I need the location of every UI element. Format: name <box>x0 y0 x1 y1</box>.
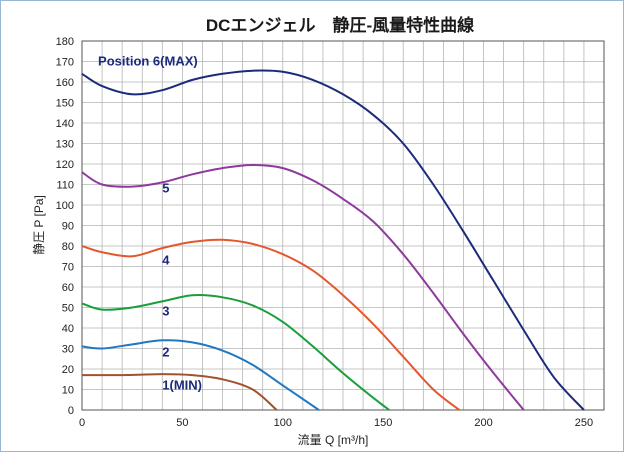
plot-area-border <box>81 40 605 411</box>
y-tick-label: 100 <box>56 200 74 212</box>
series-label-1: Position 6(MAX) <box>98 54 198 69</box>
y-tick-label: 160 <box>56 77 74 89</box>
series-line-6 <box>81 69 585 411</box>
y-tick-label: 120 <box>56 159 74 171</box>
x-axis-ticks: 0 50 100 150 200 250 <box>79 417 593 429</box>
x-tick-label: 250 <box>575 417 593 429</box>
y-tick-label: 80 <box>62 241 74 253</box>
chart-title: DCエンジェル 静圧-風量特性曲線 <box>206 15 474 35</box>
y-tick-label: 70 <box>62 262 74 274</box>
y-tick-label: 0 <box>68 405 74 417</box>
series-line-2 <box>81 339 320 411</box>
series-label-4: 3 <box>162 304 169 319</box>
y-axis-label: 静圧 P [Pa] <box>32 195 46 255</box>
y-tick-label: 130 <box>56 139 74 151</box>
x-axis-label: 流量 Q [m³/h] <box>298 433 369 447</box>
y-tick-label: 60 <box>62 282 74 294</box>
plot-border <box>81 40 605 411</box>
y-tick-label: 40 <box>62 323 74 335</box>
x-tick-label: 50 <box>176 417 188 429</box>
y-tick-label: 180 <box>56 36 74 48</box>
y-tick-label: 90 <box>62 221 74 233</box>
y-tick-label: 170 <box>56 57 74 69</box>
series-label-3: 4 <box>162 252 170 267</box>
series-line-1 <box>81 373 278 411</box>
y-tick-label: 50 <box>62 303 74 315</box>
y-tick-label: 20 <box>62 364 74 376</box>
series-lines <box>81 69 585 411</box>
grid <box>81 40 605 411</box>
y-tick-label: 30 <box>62 344 74 356</box>
series-label-2: 5 <box>162 181 169 196</box>
series-label-5: 2 <box>162 345 169 360</box>
x-tick-label: 0 <box>79 417 85 429</box>
series-label-6: 1(MIN) <box>162 378 202 393</box>
y-tick-label: 110 <box>56 180 74 192</box>
x-tick-label: 100 <box>274 417 292 429</box>
x-tick-label: 150 <box>374 417 392 429</box>
x-tick-label: 200 <box>474 417 492 429</box>
series-labels: Position 6(MAX) 5 4 3 2 1(MIN) <box>98 54 202 393</box>
series-line-5 <box>81 164 525 411</box>
y-tick-label: 10 <box>62 385 74 397</box>
y-tick-label: 150 <box>56 98 74 110</box>
y-tick-label: 140 <box>56 118 74 130</box>
series-line-4 <box>81 238 461 411</box>
series-line-3 <box>81 293 390 411</box>
y-axis-ticks: 0 10 20 30 40 50 60 70 80 90 100 110 120 130 140 150 160… <box>56 36 74 417</box>
